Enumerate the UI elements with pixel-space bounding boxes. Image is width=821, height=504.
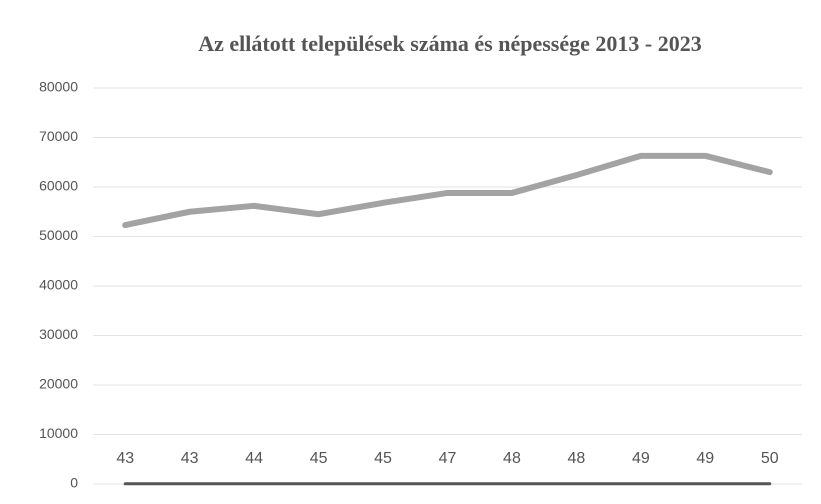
y-tick-label: 30000 (39, 326, 78, 342)
data-label: 45 (310, 450, 328, 467)
y-tick-label: 70000 (39, 128, 78, 144)
y-tick-label: 20000 (39, 376, 78, 392)
data-label: 50 (761, 450, 779, 467)
data-label: 49 (632, 450, 650, 467)
data-label: 48 (568, 450, 586, 467)
y-tick-label: 80000 (39, 79, 78, 95)
y-tick-label: 10000 (39, 425, 78, 441)
data-label: 44 (245, 450, 263, 467)
series-line (122, 152, 773, 229)
data-label: 47 (439, 450, 457, 467)
y-tick-label: 0 (70, 475, 78, 491)
data-label: 45 (374, 450, 392, 467)
data-label: 43 (116, 450, 134, 467)
data-label: 49 (696, 450, 714, 467)
y-tick-label: 60000 (39, 178, 78, 194)
data-label: 48 (503, 450, 521, 467)
y-tick-label: 40000 (39, 277, 78, 293)
y-tick-label: 50000 (39, 227, 78, 243)
data-label: 43 (181, 450, 199, 467)
chart-title: Az ellátott települések száma és népessé… (198, 31, 701, 56)
